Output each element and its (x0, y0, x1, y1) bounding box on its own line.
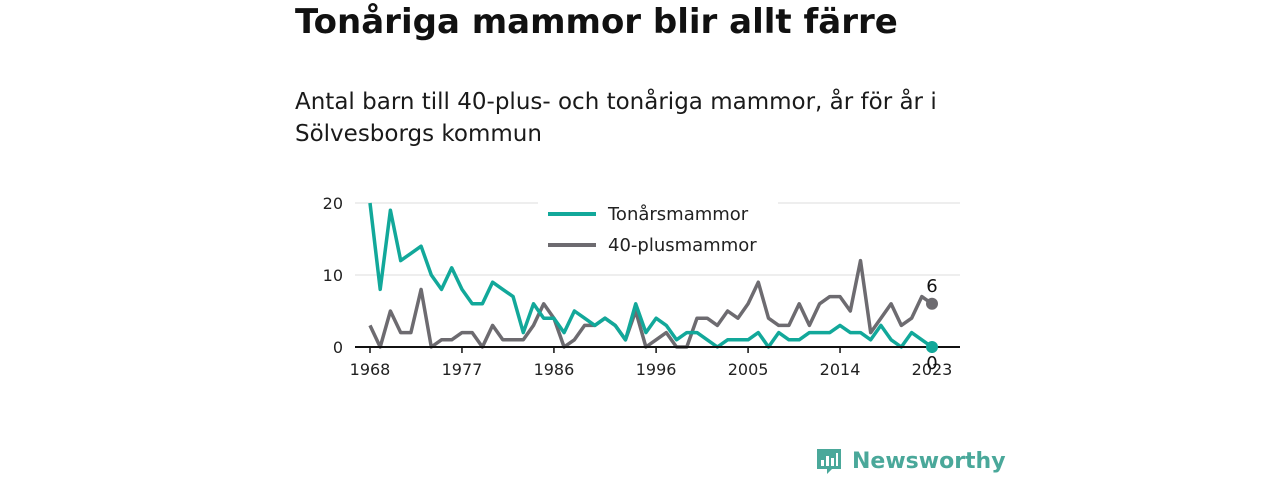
newsworthy-brand: Newsworthy (814, 446, 1006, 476)
x-tick-label: 2005 (728, 360, 769, 379)
x-tick-label: 1977 (442, 360, 483, 379)
series-line-40-plusmammor (368, 258, 934, 349)
series-line-tonarsmammor (368, 202, 934, 349)
end-value-label: 6 (926, 276, 937, 297)
chart-subtitle: Antal barn till 40-plus- och tonåriga ma… (295, 89, 937, 147)
end-point-marker (926, 341, 938, 353)
y-axis-ticks: 0 10 20 (323, 194, 343, 357)
legend-label: Tonårsmammor (607, 204, 749, 225)
x-tick-label: 1996 (636, 360, 677, 379)
chart-title: Tonåriga mammor blir allt färre (295, 2, 898, 42)
end-point-marker (926, 297, 938, 310)
x-axis: 1968 1977 1986 1996 2005 2014 2023 (350, 346, 960, 379)
y-tick-label: 20 (323, 194, 343, 213)
newsworthy-logo-icon (817, 449, 841, 474)
brand-name: Newsworthy (852, 448, 1006, 474)
end-labels: 06 (926, 276, 938, 374)
x-tick-label: 1986 (534, 360, 575, 379)
legend: Tonårsmammor 40-plusmammor (538, 190, 778, 260)
x-tick-label: 2014 (820, 360, 861, 379)
x-tick-label: 2023 (912, 360, 953, 379)
legend-label: 40-plusmammor (608, 235, 757, 256)
series-group (368, 202, 934, 349)
y-tick-label: 10 (323, 266, 343, 285)
x-tick-label: 1968 (350, 360, 391, 379)
y-tick-label: 0 (333, 338, 343, 357)
end-value-label: 0 (926, 353, 937, 374)
legend-background (538, 190, 778, 260)
